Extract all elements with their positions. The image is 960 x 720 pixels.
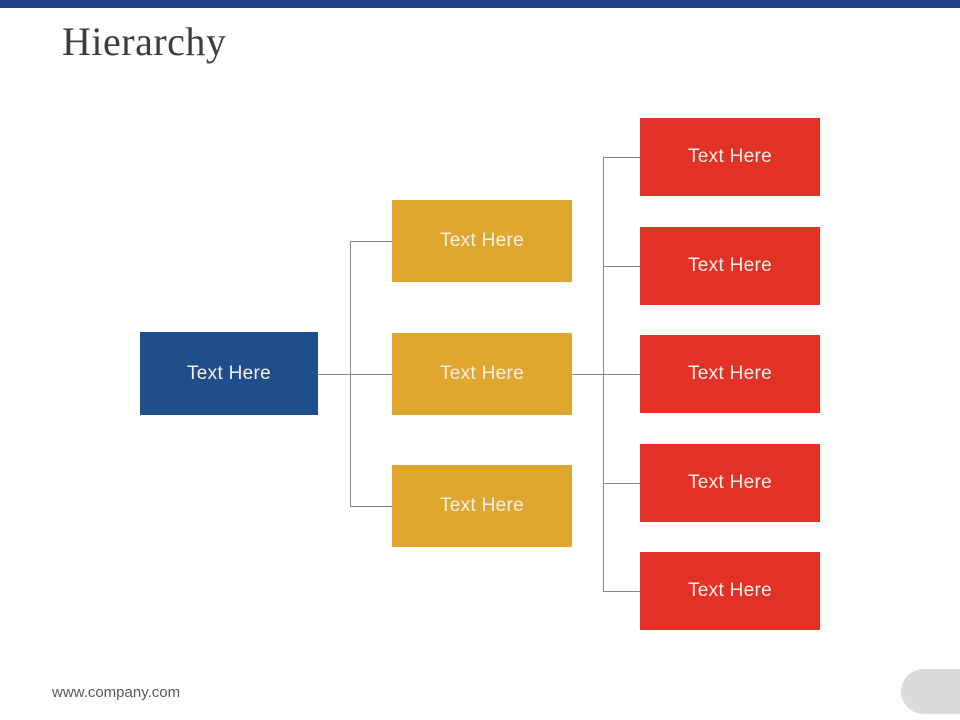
hierarchy-node-level2-1[interactable]: Text Here (392, 200, 572, 282)
node-label: Text Here (687, 363, 772, 384)
connector-level2-branch-3 (350, 506, 392, 507)
page-title: Hierarchy (62, 19, 227, 64)
node-label: Text Here (439, 495, 524, 516)
node-label: Text Here (687, 255, 772, 276)
top-accent-bar (0, 0, 960, 8)
hierarchy-node-level2-3[interactable]: Text Here (392, 465, 572, 547)
connector-level3-trunk (603, 157, 604, 591)
hierarchy-node-level3-2[interactable]: Text Here (640, 227, 820, 305)
connector-level2-branch-1 (350, 241, 392, 242)
footer-url: www.company.com (52, 684, 181, 701)
node-label: Text Here (439, 230, 524, 251)
hierarchy-node-level3-5[interactable]: Text Here (640, 552, 820, 630)
node-label: Text Here (439, 363, 524, 384)
node-label: Text Here (687, 472, 772, 493)
hierarchy-node-level3-4[interactable]: Text Here (640, 444, 820, 522)
connector-level3-branch-4 (603, 483, 640, 484)
corner-decoration (901, 669, 960, 714)
node-label: Text Here (186, 362, 271, 384)
hierarchy-node-level3-1[interactable]: Text Here (640, 118, 820, 196)
hierarchy-node-root[interactable]: Text Here (140, 332, 318, 415)
connector-level3-branch-1 (603, 157, 640, 158)
connector-root-to-level2 (317, 374, 393, 375)
hierarchy-node-level2-2[interactable]: Text Here (392, 333, 572, 415)
connector-level2-to-level3 (572, 374, 640, 375)
node-label: Text Here (687, 580, 772, 601)
connector-level2-trunk (350, 241, 351, 507)
hierarchy-node-level3-3[interactable]: Text Here (640, 335, 820, 413)
node-label: Text Here (687, 146, 772, 167)
connector-level3-branch-2 (603, 266, 640, 267)
connector-level3-branch-5 (603, 591, 640, 592)
